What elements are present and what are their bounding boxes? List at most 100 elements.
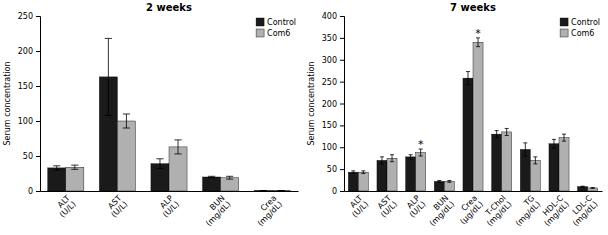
error-bar <box>447 181 451 183</box>
error-bar <box>105 38 112 115</box>
error-bar <box>156 159 163 169</box>
x-tick: BUN(mg/dL) <box>198 194 232 228</box>
bar <box>549 144 559 191</box>
y-axis: 050100150200250 <box>18 12 41 196</box>
bar <box>463 78 473 191</box>
legend-swatch <box>256 18 264 26</box>
title: 7 weeks <box>450 2 496 13</box>
error-bar <box>390 155 394 162</box>
y-tick-label: 250 <box>18 12 33 21</box>
error-bar <box>523 143 527 156</box>
bar <box>502 132 512 191</box>
x-tick-label-line: (U/L) <box>350 199 370 219</box>
y-tick-label: 200 <box>322 100 337 109</box>
y-tick-label: 100 <box>322 143 337 152</box>
x-tick-label-line: (U/L) <box>379 199 399 219</box>
chart-svg: 0 50 100 150 200 250 ALT(U/L)AST(U/L)ALP(U/L)B… <box>0 0 608 235</box>
legend-swatch <box>560 18 568 26</box>
y-tick-mark <box>36 156 40 157</box>
x-tick: AST(U/L) <box>373 193 399 219</box>
legend-label: Com6 <box>571 29 594 38</box>
series <box>358 42 597 191</box>
x-axis: ALT(U/L)AST(U/L)ALP(U/L)BUN(mg/dL)Crea(μ… <box>344 192 602 229</box>
legend-item: Control <box>560 18 600 27</box>
error-bar <box>208 176 215 177</box>
x-tick-label: T-Chol(mg/dL) <box>479 194 513 228</box>
error-bar <box>380 157 384 164</box>
legend-item: Com6 <box>256 29 290 38</box>
error-bars <box>361 38 594 189</box>
bar <box>221 178 239 191</box>
y-tick: 100 <box>18 117 40 126</box>
y-tick-label: 150 <box>18 82 33 91</box>
bar <box>272 190 290 191</box>
x-tick-label: ALT(U/L) <box>344 193 370 219</box>
x-tick-label-line: (mg/dL) <box>571 199 600 228</box>
bar <box>66 167 84 191</box>
y-axis-title: Serum concentration <box>307 61 316 145</box>
y-tick: 350 <box>322 34 344 43</box>
error-bar <box>260 190 267 191</box>
legend-swatch <box>256 29 264 37</box>
error-bar <box>53 166 60 170</box>
y-axis-title: Serum concentration <box>3 61 12 145</box>
y-tick: 0 <box>28 187 40 196</box>
x-tick-label: Crea(μg/dL) <box>452 193 485 226</box>
x-tick-label: AST(U/L) <box>373 193 399 219</box>
x-tick-label: BUN(mg/dL) <box>198 194 232 228</box>
bar <box>473 42 483 191</box>
y-axis: 050100150200250300350400 <box>322 12 345 196</box>
y-tick-mark <box>340 191 344 192</box>
bar <box>492 134 502 191</box>
y-tick-mark <box>340 104 344 105</box>
error-bar <box>351 171 355 174</box>
y-tick-label: 0 <box>332 187 337 196</box>
x-tick: ALT(U/L) <box>344 193 370 219</box>
title: 2 weeks <box>146 2 192 13</box>
x-tick-label: LDL-C(mg/dL) <box>565 193 600 228</box>
bar <box>387 158 397 191</box>
x-axis: ALT(U/L)AST(U/L)ALP(U/L)BUN(mg/dL)Crea(m… <box>41 192 299 229</box>
plot-area <box>348 38 597 191</box>
error-bar <box>361 171 365 174</box>
series <box>66 121 290 191</box>
x-tick-label-line: (mg/dL) <box>256 199 285 228</box>
panel: 050100150200250300350400ALT(U/L)AST(U/L)… <box>307 2 603 228</box>
error-bar <box>533 157 537 164</box>
y-tick-mark <box>340 38 344 39</box>
y-axis-line <box>36 17 41 192</box>
y-tick-label: 300 <box>322 56 337 65</box>
y-tick-label: 350 <box>322 34 337 43</box>
x-tick-label-line: (U/L) <box>408 199 428 219</box>
error-bar <box>71 165 78 169</box>
legend-label: Control <box>267 18 296 27</box>
error-bar <box>278 190 285 191</box>
y-tick-mark <box>36 51 40 52</box>
bar <box>530 160 540 191</box>
x-tick-label-line: (μg/dL) <box>458 199 485 226</box>
panel: 050100150200250ALT(U/L)AST(U/L)ALP(U/L)B… <box>3 2 299 228</box>
y-tick-label: 50 <box>327 165 337 174</box>
plot-area <box>48 38 291 191</box>
y-tick-label: 250 <box>322 78 337 87</box>
y-tick-label: 400 <box>322 12 337 21</box>
error-bar <box>409 155 413 159</box>
y-tick: 50 <box>23 152 40 161</box>
x-tick-label-line: (mg/dL) <box>204 199 233 228</box>
bar <box>358 172 368 191</box>
x-tick-label-line: (mg/dL) <box>485 199 514 228</box>
y-axis-line <box>340 17 345 192</box>
error-bar <box>123 114 130 128</box>
x-tick-label-line: (U/L) <box>161 199 181 219</box>
error-bar <box>581 186 585 188</box>
bar <box>444 181 454 191</box>
y-tick: 400 <box>322 12 344 21</box>
y-tick-mark <box>36 86 40 87</box>
x-tick: Crea(mg/dL) <box>250 193 285 228</box>
error-bar <box>437 181 441 183</box>
x-tick: Crea(μg/dL) <box>452 193 485 226</box>
legend-label: Control <box>571 18 600 27</box>
x-tick-label: TG(mg/dL) <box>508 194 542 228</box>
error-bar <box>591 187 595 189</box>
x-tick: BUN(mg/dL) <box>422 194 456 228</box>
